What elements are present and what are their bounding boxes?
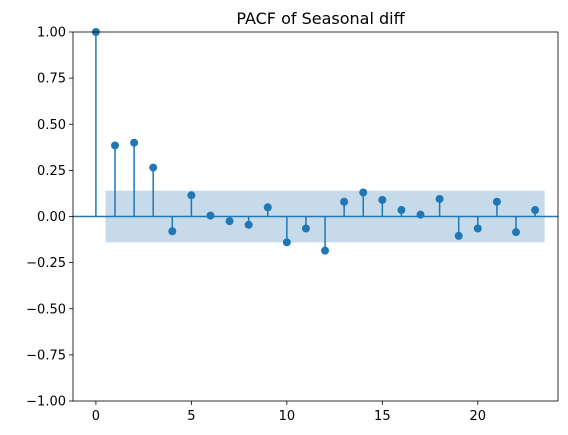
point-lag-13 xyxy=(340,197,349,206)
y-tick-label: −1.00 xyxy=(26,395,66,410)
y-tick-label: 0.00 xyxy=(37,210,66,225)
point-lag-8 xyxy=(244,220,253,229)
y-tick-label: −0.75 xyxy=(26,348,66,363)
y-tick-label: 0.75 xyxy=(37,72,66,87)
point-lag-12 xyxy=(321,246,330,255)
y-axis: −1.00 −0.75 −0.50 −0.25 0.00 0.25 0.50 0.75 1.00 xyxy=(26,26,73,410)
chart-title: PACF of Seasonal diff xyxy=(236,9,405,28)
point-lag-15 xyxy=(378,195,387,204)
point-lag-16 xyxy=(397,206,406,215)
point-lag-3 xyxy=(149,163,158,172)
x-tick-label: 15 xyxy=(374,409,391,424)
point-lag-19 xyxy=(454,231,463,240)
x-axis: 0 5 10 15 20 xyxy=(92,401,486,424)
x-tick-label: 10 xyxy=(279,409,296,424)
point-lag-5 xyxy=(187,191,196,200)
point-lag-2 xyxy=(130,138,139,147)
y-tick-label: 1.00 xyxy=(37,26,66,41)
point-lag-7 xyxy=(225,217,234,226)
y-tick-label: 0.50 xyxy=(37,118,66,133)
point-lag-21 xyxy=(492,197,501,206)
point-lag-17 xyxy=(416,210,425,219)
y-tick-label: −0.50 xyxy=(26,302,66,317)
point-lag-22 xyxy=(511,228,520,237)
y-tick-label: 0.25 xyxy=(37,164,66,179)
x-tick-label: 0 xyxy=(92,409,100,424)
plot-frame xyxy=(72,31,559,402)
point-lag-18 xyxy=(435,194,444,203)
point-lag-14 xyxy=(359,188,368,197)
x-tick-label: 20 xyxy=(470,409,487,424)
point-lag-10 xyxy=(282,238,291,247)
y-tick-label: −0.25 xyxy=(26,256,66,271)
point-lag-9 xyxy=(263,203,272,212)
point-lag-20 xyxy=(473,224,482,233)
markers-group xyxy=(91,28,540,255)
point-lag-4 xyxy=(168,227,177,236)
point-lag-23 xyxy=(531,206,540,215)
point-lag-6 xyxy=(206,211,215,220)
x-tick-label: 5 xyxy=(187,409,195,424)
point-lag-1 xyxy=(111,141,120,150)
point-lag-11 xyxy=(301,224,310,233)
